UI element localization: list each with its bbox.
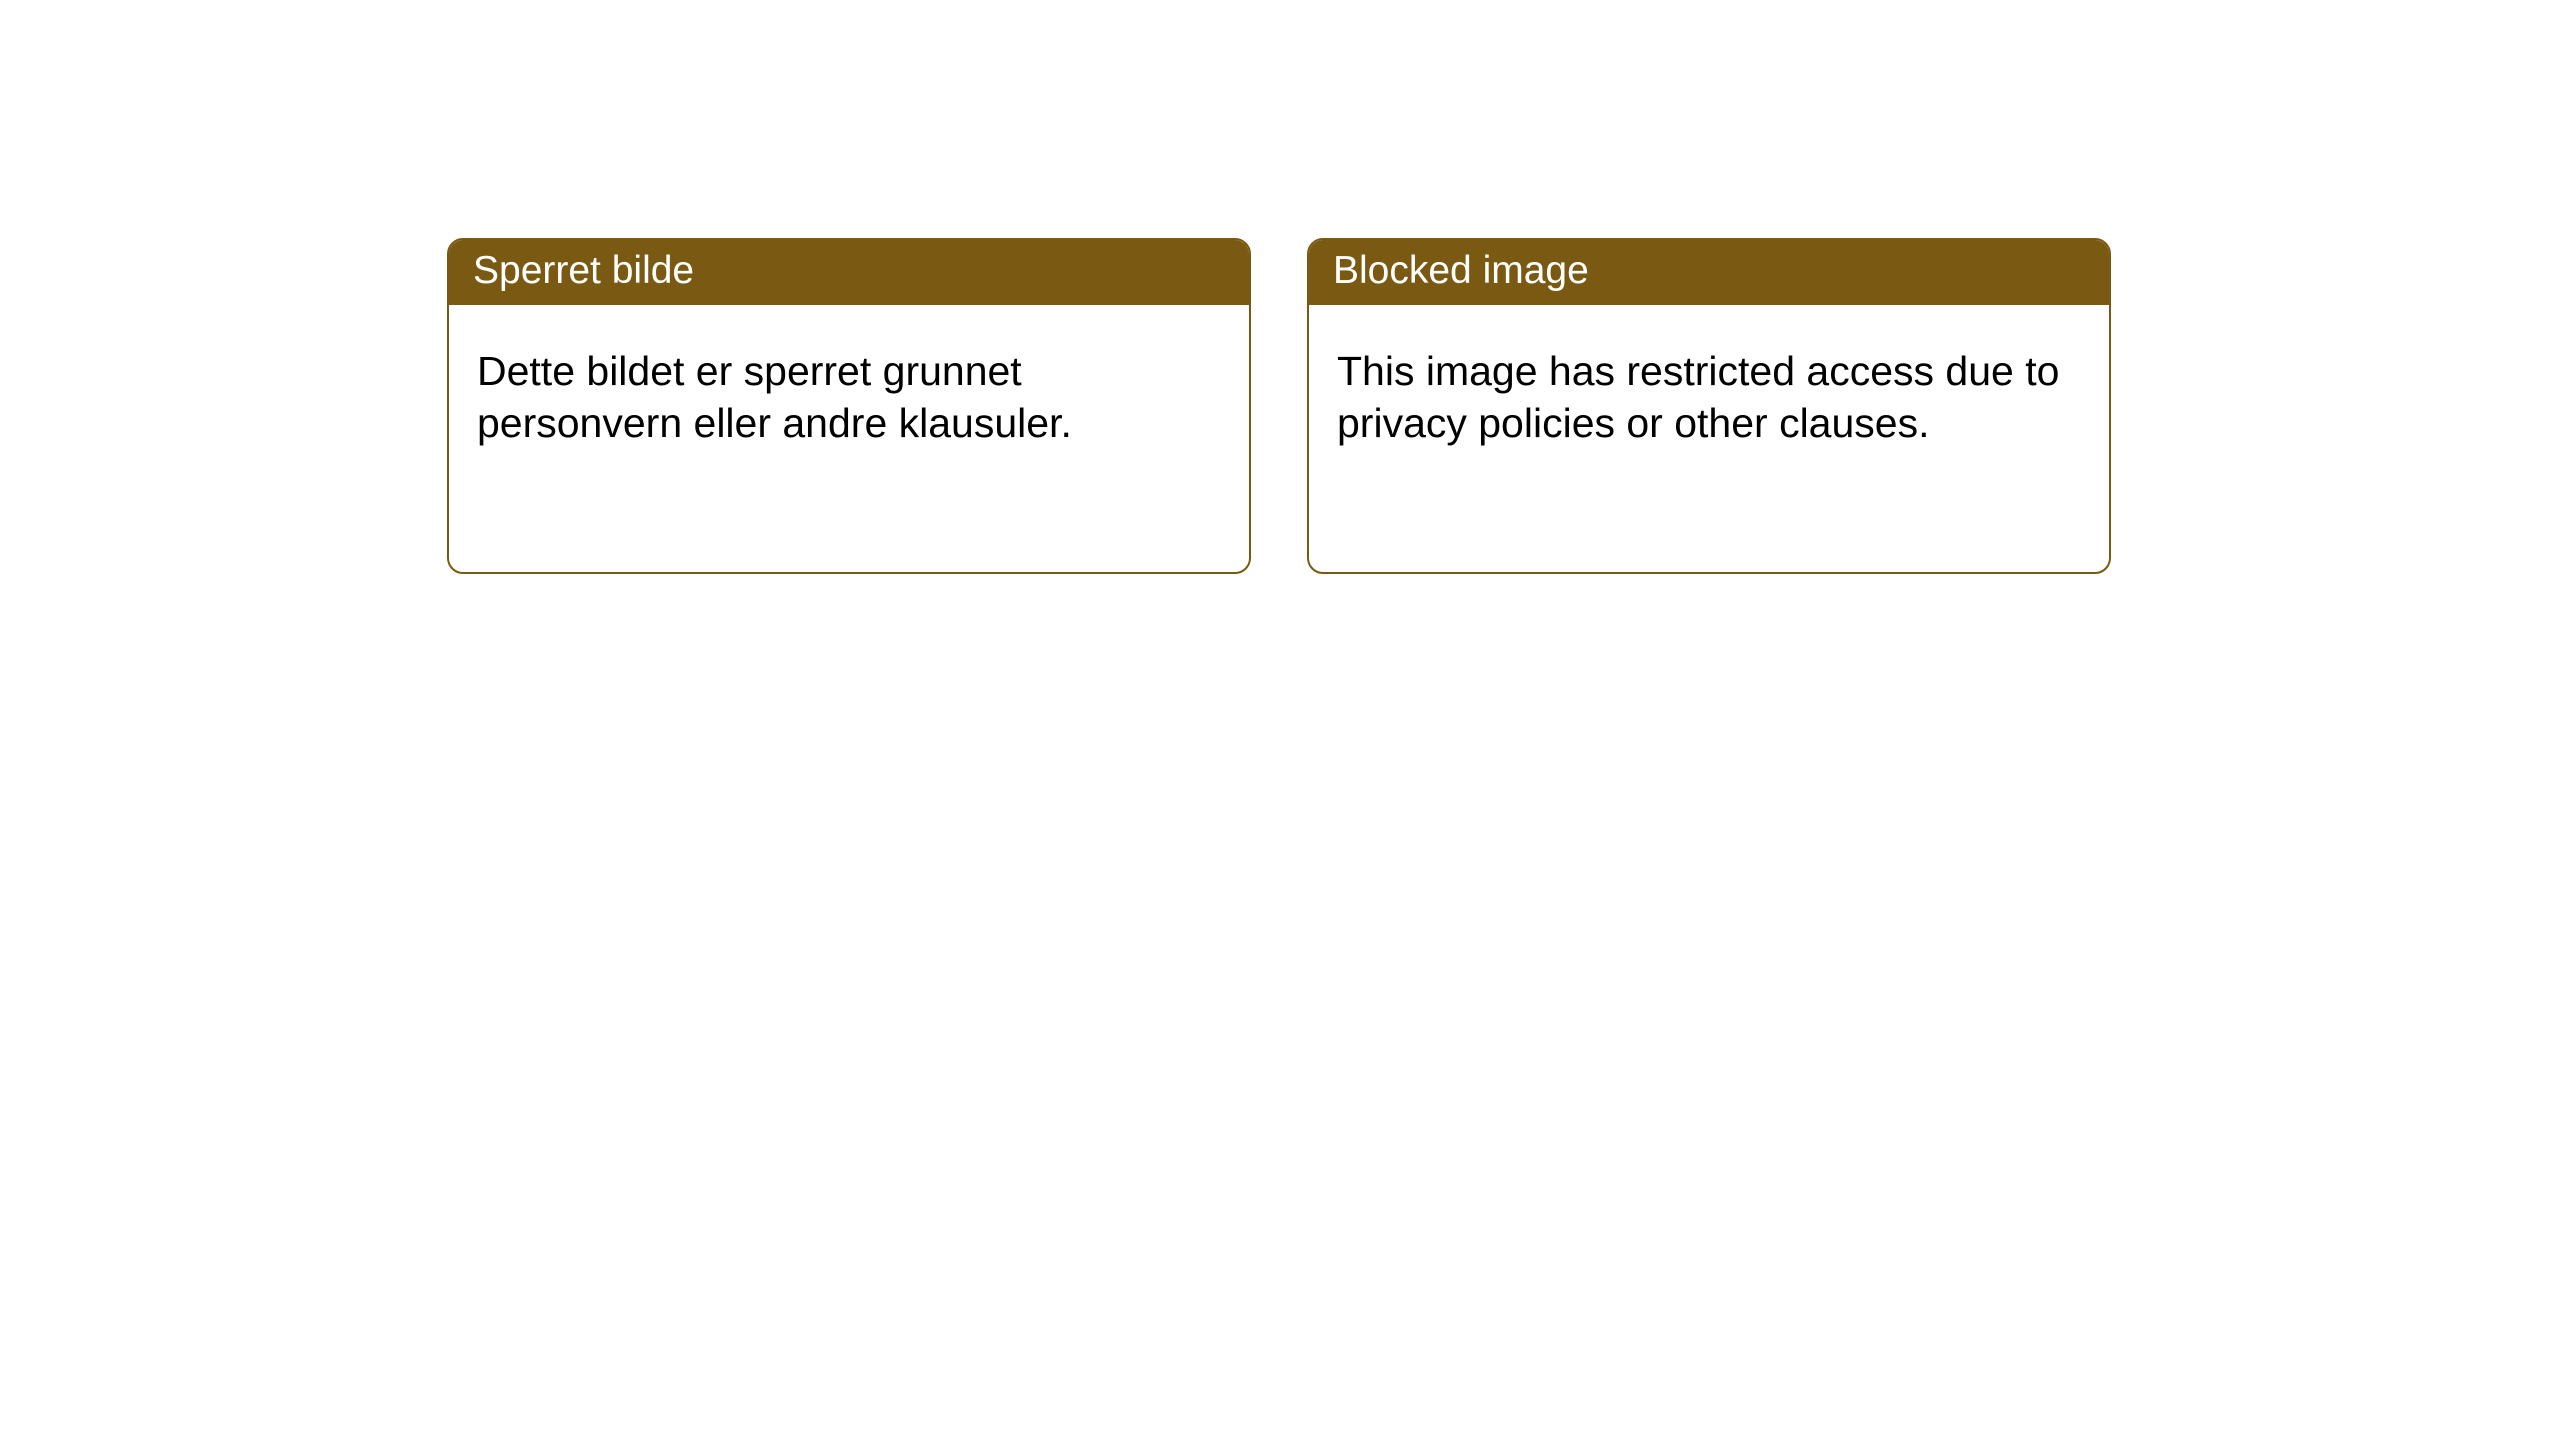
notice-card-norwegian: Sperret bilde Dette bildet er sperret gr… xyxy=(447,238,1251,574)
notice-body-norwegian: Dette bildet er sperret grunnet personve… xyxy=(449,305,1249,478)
notice-title-english: Blocked image xyxy=(1309,240,2109,305)
notice-container: Sperret bilde Dette bildet er sperret gr… xyxy=(0,0,2560,574)
notice-body-english: This image has restricted access due to … xyxy=(1309,305,2109,478)
notice-title-norwegian: Sperret bilde xyxy=(449,240,1249,305)
notice-card-english: Blocked image This image has restricted … xyxy=(1307,238,2111,574)
